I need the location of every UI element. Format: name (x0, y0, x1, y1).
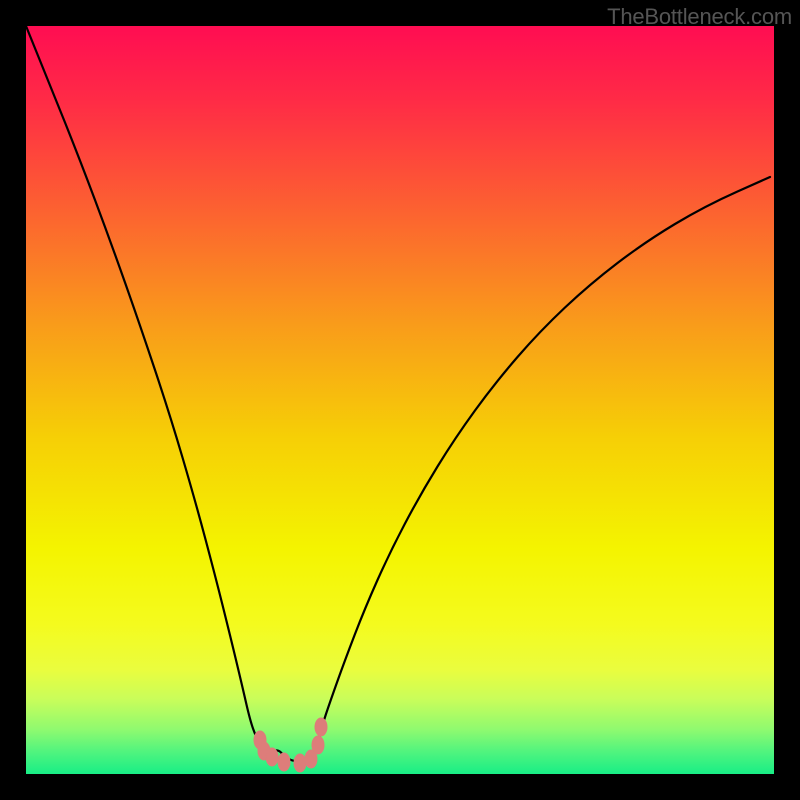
curve-marker (278, 753, 290, 771)
plot-area (26, 26, 774, 774)
curve-marker (312, 736, 324, 754)
curve-marker (315, 718, 327, 736)
watermark-text: TheBottleneck.com (607, 4, 792, 30)
chart-canvas (0, 0, 800, 800)
curve-marker (266, 748, 278, 766)
curve-marker (294, 754, 306, 772)
chart-svg (0, 0, 800, 800)
